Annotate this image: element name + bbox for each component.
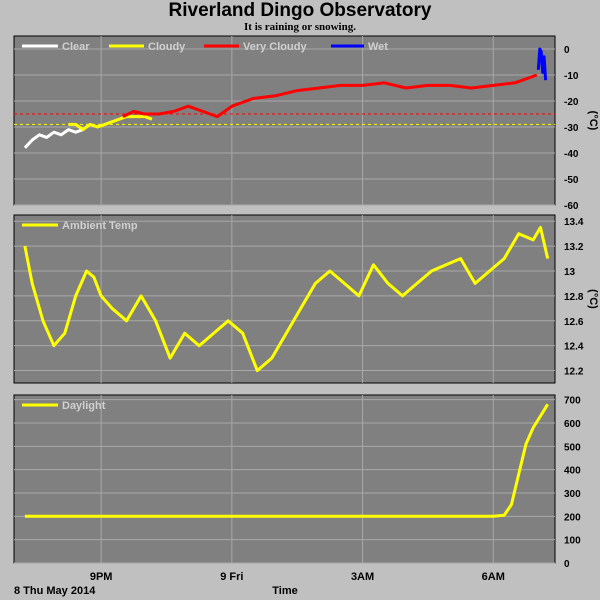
plot-area xyxy=(13,35,556,206)
plot-area xyxy=(13,394,556,564)
x-tick-label: 3AM xyxy=(351,571,374,583)
y-tick-label: 400 xyxy=(564,466,581,477)
plot-area xyxy=(13,214,556,384)
y-axis-label: (°C) xyxy=(587,111,599,131)
y-tick-label: -40 xyxy=(564,149,579,160)
legend-label: Cloudy xyxy=(148,41,186,53)
y-tick-label: -30 xyxy=(564,123,579,134)
chart-panels: 0 -10 -20 -30 -40 -50 -60 (°C) Clear Cloudy Very C… xyxy=(13,35,599,570)
legend-label: Very Cloudy xyxy=(243,41,307,53)
y-tick-label: 200 xyxy=(564,512,581,523)
x-axis-date-label: 8 Thu May 2014 xyxy=(14,585,96,597)
y-tick-label: 700 xyxy=(564,396,581,407)
legend-label: Daylight xyxy=(62,400,106,412)
y-tick-label: -60 xyxy=(564,201,579,212)
y-tick-label: 13 xyxy=(564,267,576,278)
series-line xyxy=(23,128,84,149)
y-tick-label: 600 xyxy=(564,419,581,430)
y-tick-label: -20 xyxy=(564,97,579,108)
y-tick-label: 12.8 xyxy=(564,292,584,303)
series-line xyxy=(122,73,538,119)
y-tick-label: 500 xyxy=(564,442,581,453)
y-tick-label: -10 xyxy=(564,71,579,82)
series-line xyxy=(24,403,549,518)
series-line xyxy=(68,115,153,132)
chart-subtitle: It is raining or snowing. xyxy=(244,21,356,33)
y-tick-label: 12.2 xyxy=(564,367,584,378)
chart-panel-3: 700 600 500 400 300 200 100 0 Daylight xyxy=(13,394,581,570)
y-tick-label: 0 xyxy=(564,559,570,570)
chart-panel-1: 0 -10 -20 -30 -40 -50 -60 (°C) Clear Cloudy Very C… xyxy=(13,35,599,212)
y-axis-label: (°C) xyxy=(587,289,599,309)
x-tick-label: 6AM xyxy=(482,571,505,583)
legend-label: Ambient Temp xyxy=(62,220,138,232)
y-tick-label: 300 xyxy=(564,489,581,500)
x-axis: 8 Thu May 2014 Time 9PM 9 Fri 3AM 6AM xyxy=(14,571,505,597)
y-tick-label: 0 xyxy=(564,45,570,56)
legend-label: Clear xyxy=(62,41,90,53)
series-line xyxy=(23,225,550,373)
y-tick-label: 13.2 xyxy=(564,242,584,253)
legend-label: Wet xyxy=(368,41,388,53)
y-tick-label: 13.4 xyxy=(564,217,584,228)
x-tick-label: 9PM xyxy=(90,571,113,583)
y-tick-label: 100 xyxy=(564,536,581,547)
series-line xyxy=(536,47,548,81)
x-axis-label: Time xyxy=(272,585,297,597)
chart-panel-2: 13.4 13.2 13 12.8 12.6 12.4 12.2 (°C) Ambient Te… xyxy=(13,214,599,384)
chart-title: Riverland Dingo Observatory xyxy=(168,0,432,21)
x-tick-label: 9 Fri xyxy=(220,571,243,583)
y-tick-label: 12.6 xyxy=(564,317,584,328)
y-tick-label: 12.4 xyxy=(564,342,584,353)
y-tick-label: -50 xyxy=(564,175,579,186)
